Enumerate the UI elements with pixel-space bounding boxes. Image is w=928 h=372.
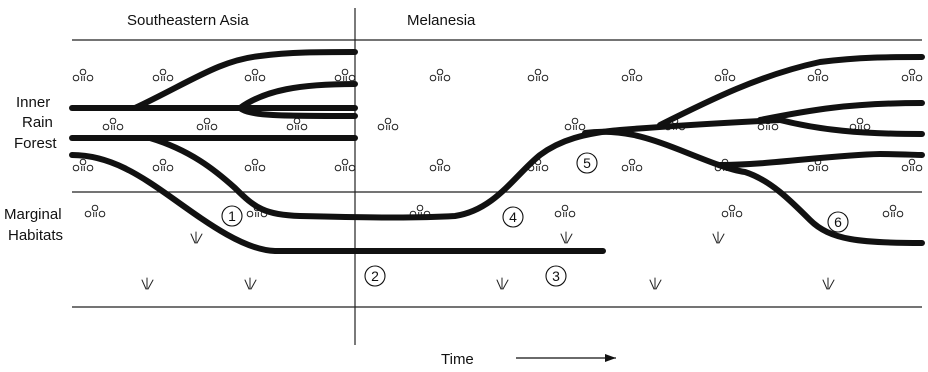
lineage-mel-upper [657, 54, 925, 128]
marker-3-circle [545, 265, 567, 287]
marker-1: 1 [221, 205, 243, 227]
tree-icon [244, 68, 266, 82]
tree-icon [334, 68, 356, 82]
tree-icon [554, 204, 576, 218]
grass-icon [560, 231, 573, 244]
tree-icon [429, 158, 451, 172]
marker-3-label: 3 [552, 268, 560, 284]
marker-6-circle [827, 211, 849, 233]
marginal-habitats-label-line2: Habitats [8, 227, 63, 244]
grass-icon [190, 231, 203, 244]
marker-2-label: 2 [371, 268, 379, 284]
lineage-mel-lower-mid [777, 117, 925, 137]
numbered-markers: 1 2 3 4 5 6 [221, 152, 849, 287]
tree-icon [621, 158, 643, 172]
tree-icon [72, 68, 94, 82]
marker-4-circle [502, 206, 524, 228]
tree-icon [714, 68, 736, 82]
marker-4-label: 4 [509, 209, 517, 225]
marginal-habitats-label-line1: Marginal [4, 206, 62, 223]
tree-icon [429, 68, 451, 82]
tree-icon [849, 117, 871, 131]
marker-1-label: 1 [228, 208, 236, 224]
marker-2: 2 [364, 265, 386, 287]
marker-5-circle [576, 152, 598, 174]
inner-rain-forest-label-line3: Forest [14, 135, 57, 152]
time-axis-label: Time [441, 351, 474, 368]
forest-tree-symbols [72, 68, 923, 218]
grass-icon [141, 277, 154, 290]
tree-icon [527, 68, 549, 82]
inner-rain-forest-label-line1: Inner [16, 94, 50, 111]
tree-icon [721, 204, 743, 218]
marker-5-label: 5 [583, 155, 591, 171]
region-label-melanesia: Melanesia [407, 12, 476, 29]
tree-icon [807, 68, 829, 82]
tree-icon [84, 204, 106, 218]
lineage-mel-upper-mid [757, 100, 925, 123]
tree-icon [72, 158, 94, 172]
lineage-asia-lower-twig [237, 105, 358, 119]
grass-icon [244, 277, 257, 290]
marker-3: 3 [545, 265, 567, 287]
marker-6-label: 6 [834, 214, 842, 230]
tree-icon [564, 117, 586, 131]
tree-icon [882, 204, 904, 218]
grass-icon [712, 231, 725, 244]
grass-icon [822, 277, 835, 290]
marginal-grass-symbols [141, 231, 835, 290]
tree-icon [244, 158, 266, 172]
tree-icon [196, 117, 218, 131]
tree-icon [621, 68, 643, 82]
marker-6: 6 [827, 211, 849, 233]
grass-icon [496, 277, 509, 290]
grass-icon [649, 277, 662, 290]
tree-icon [901, 68, 923, 82]
region-label-southeastern-asia: Southeastern Asia [127, 12, 249, 29]
tree-icon [152, 158, 174, 172]
lineage-asia-to-melanesia-via-marginal [147, 117, 783, 221]
marker-2-circle [364, 265, 386, 287]
marker-4: 4 [502, 206, 524, 228]
lineage-asia-to-melanesia-marginal-long [69, 152, 606, 254]
lineage-mel-descending [582, 128, 925, 246]
marker-1-circle [221, 205, 243, 227]
time-arrow-head [605, 354, 616, 362]
inner-rain-forest-label-line2: Rain [22, 114, 53, 131]
tree-icon [377, 117, 399, 131]
lineage-asia-upper-branch [132, 49, 358, 111]
marker-5: 5 [576, 152, 598, 174]
tree-icon [152, 68, 174, 82]
lineage-curves [69, 49, 925, 254]
tree-icon [286, 117, 308, 131]
tree-icon [334, 158, 356, 172]
lineage-mel-side-branch [717, 151, 925, 168]
tree-icon [102, 117, 124, 131]
lineage-asia-mid-branch [237, 81, 358, 111]
tree-icon [901, 158, 923, 172]
